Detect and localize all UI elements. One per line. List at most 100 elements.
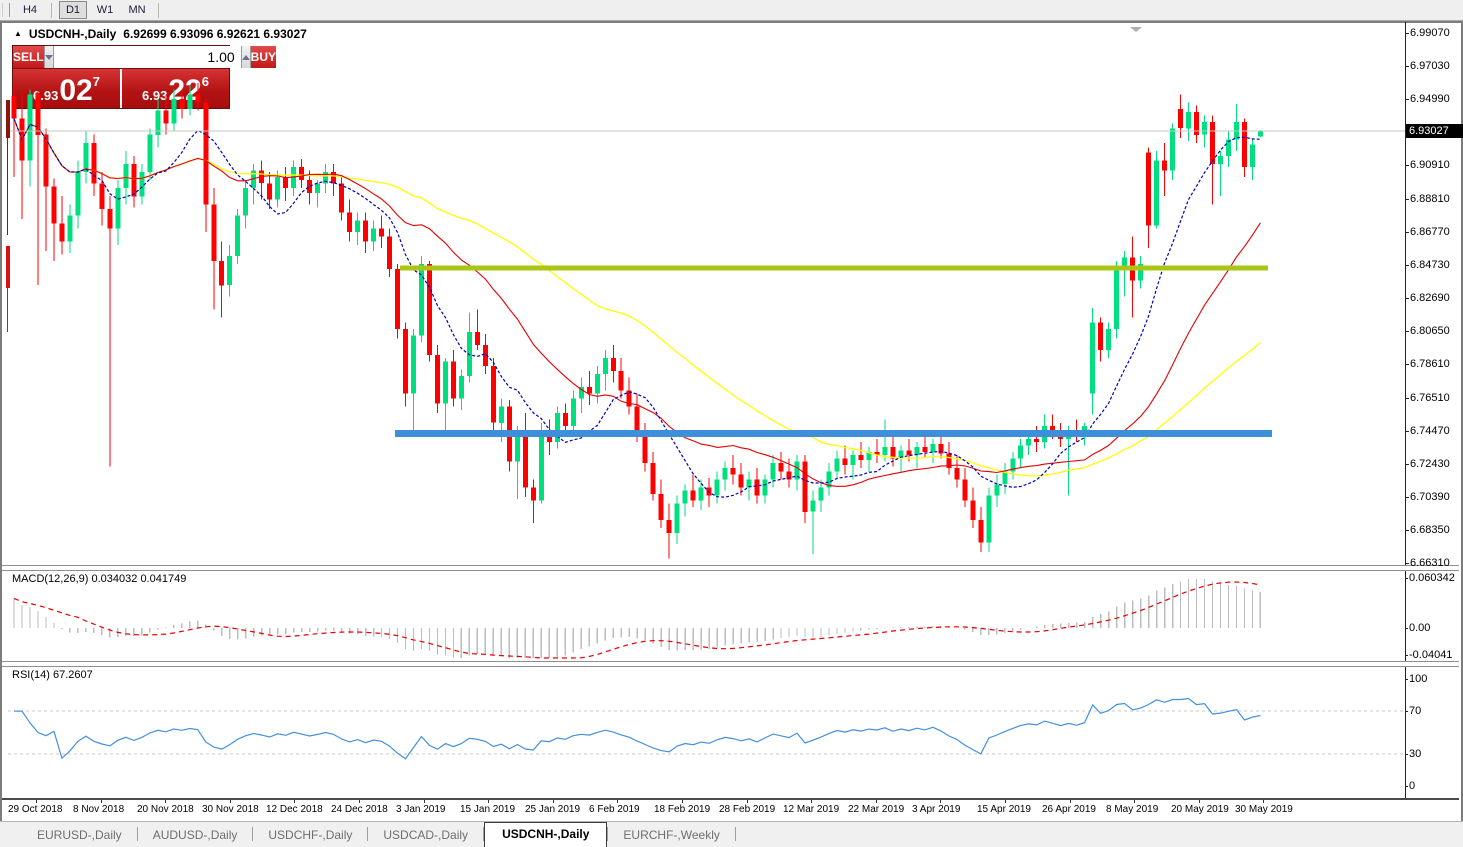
candlestick [978, 506, 984, 553]
support-line[interactable] [395, 429, 1272, 437]
date-axis-label: 22 Mar 2019 [848, 804, 905, 815]
candlestick [466, 312, 472, 383]
tab-usdchf-daily[interactable]: USDCHF-,Daily [268, 828, 353, 842]
candlestick [818, 479, 824, 512]
candlestick [482, 333, 488, 375]
triangle-down-icon [44, 54, 53, 60]
volume-increase-button[interactable] [240, 46, 251, 68]
date-axis-tick [165, 800, 166, 803]
candlestick [626, 377, 632, 415]
candlestick [235, 209, 241, 265]
candlestick [355, 212, 361, 245]
tab-eurusd-daily[interactable]: EURUSD-,Daily [37, 828, 122, 842]
edge-candle-artifact [6, 246, 10, 288]
tab-audusd-daily[interactable]: AUDUSD-,Daily [152, 828, 238, 842]
rsi-indicator-pane[interactable] [8, 667, 1405, 797]
macd-indicator-pane[interactable] [8, 571, 1405, 660]
candlestick [347, 199, 353, 242]
price-axis-tick: 6.68350 [1405, 524, 1450, 536]
tab-separator [607, 827, 609, 841]
volume-decrease-button[interactable] [43, 46, 54, 68]
chart-shift-marker-icon[interactable] [1130, 27, 1142, 32]
rsi-axis-tick: 0 [1404, 780, 1416, 792]
timeframe-button-d1[interactable]: D1 [59, 1, 87, 19]
date-axis-tick [101, 800, 102, 803]
candlestick [187, 86, 193, 116]
price-axis-tick: 6.97030 [1405, 60, 1450, 72]
trade-prices-row: 6.93 02 7 6.93 22 6 [13, 69, 229, 108]
candlestick [682, 484, 688, 517]
collapse-triangle-icon[interactable]: ▲ [14, 28, 22, 38]
candlestick [666, 503, 672, 559]
macd-axis-tick: -0.04041 [1404, 649, 1453, 661]
ma-slow-line [13, 118, 1261, 477]
candlestick [1114, 261, 1120, 339]
candlestick [267, 172, 273, 210]
candlestick [930, 438, 936, 464]
candlestick [131, 155, 137, 208]
candlestick [610, 345, 616, 383]
candlestick [698, 479, 704, 511]
candlestick [195, 83, 201, 111]
candlestick [922, 435, 928, 459]
candlestick [411, 328, 416, 431]
date-axis-label: 29 Oct 2018 [8, 804, 63, 815]
rsi-axis-tick: 100 [1404, 673, 1428, 685]
candlestick-chart[interactable] [8, 26, 1405, 566]
timeframe-button-mn[interactable]: MN [128, 4, 146, 16]
macd-axis-tick: 0.060342 [1405, 572, 1455, 584]
candlestick [67, 204, 73, 253]
candlestick [291, 160, 297, 197]
buy-price-sup: 6 [201, 74, 209, 89]
candlestick [1186, 102, 1191, 142]
candlestick [107, 196, 113, 467]
resistance-line[interactable] [400, 265, 1268, 271]
candlestick [450, 350, 456, 407]
date-axis-label: 3 Jan 2019 [396, 804, 446, 815]
candlestick [27, 89, 33, 187]
candlestick [1106, 322, 1112, 358]
candlestick [1250, 139, 1255, 180]
timeframe-button-h4[interactable]: H4 [22, 4, 38, 16]
tab-separator [734, 827, 736, 841]
chart-tab-bar: EURUSD-,Daily AUDUSD-,Daily USDCHF-,Daily U… [0, 821, 1463, 847]
candlestick [690, 474, 696, 507]
candlestick [954, 455, 960, 488]
tab-eurchf-weekly[interactable]: EURCHF-,Weekly [623, 828, 720, 842]
candlestick [1010, 451, 1016, 480]
price-axis-tick: 6.94990 [1405, 93, 1450, 105]
candlestick [179, 89, 185, 119]
candlestick [299, 159, 305, 189]
sell-price-sup: 7 [92, 74, 100, 89]
date-axis-label: 25 Jan 2019 [525, 804, 581, 815]
candlestick [586, 371, 592, 405]
candlestick [259, 160, 265, 200]
candlestick [227, 244, 233, 297]
tab-usdcad-daily[interactable]: USDCAD-,Daily [383, 828, 469, 842]
candlestick [1130, 236, 1136, 318]
timeframe-button-w1[interactable]: W1 [96, 4, 114, 16]
candlestick [283, 167, 289, 202]
candlestick [1194, 105, 1199, 143]
macd-signal-line [13, 581, 1261, 659]
date-axis-tick [1070, 800, 1071, 803]
candlestick [546, 419, 552, 456]
candlestick [474, 309, 480, 350]
pane-splitter[interactable] [2, 565, 1459, 571]
date-axis-label: 12 Mar 2019 [783, 804, 840, 815]
candlestick [1162, 142, 1168, 197]
sell-button[interactable]: SELL [13, 46, 44, 68]
volume-input[interactable] [53, 46, 241, 68]
candlestick [99, 172, 105, 226]
tab-usdcnh-daily[interactable]: USDCNH-,Daily [484, 822, 608, 847]
price-axis-tick: 6.99070 [1405, 27, 1450, 39]
date-axis[interactable]: 29 Oct 2018 8 Nov 2018 20 Nov 2018 30 Nov 2… [2, 798, 1459, 820]
price-axis-tick: 6.86770 [1405, 226, 1450, 238]
candlestick [970, 487, 976, 528]
price-axis-tick: 6.82690 [1405, 292, 1450, 304]
price-axis-tick: 6.78610 [1405, 358, 1450, 370]
date-axis-label: 6 Feb 2019 [589, 804, 640, 815]
buy-button[interactable]: BUY [250, 46, 277, 68]
pane-splitter[interactable] [2, 661, 1459, 667]
candlestick [1170, 123, 1175, 180]
